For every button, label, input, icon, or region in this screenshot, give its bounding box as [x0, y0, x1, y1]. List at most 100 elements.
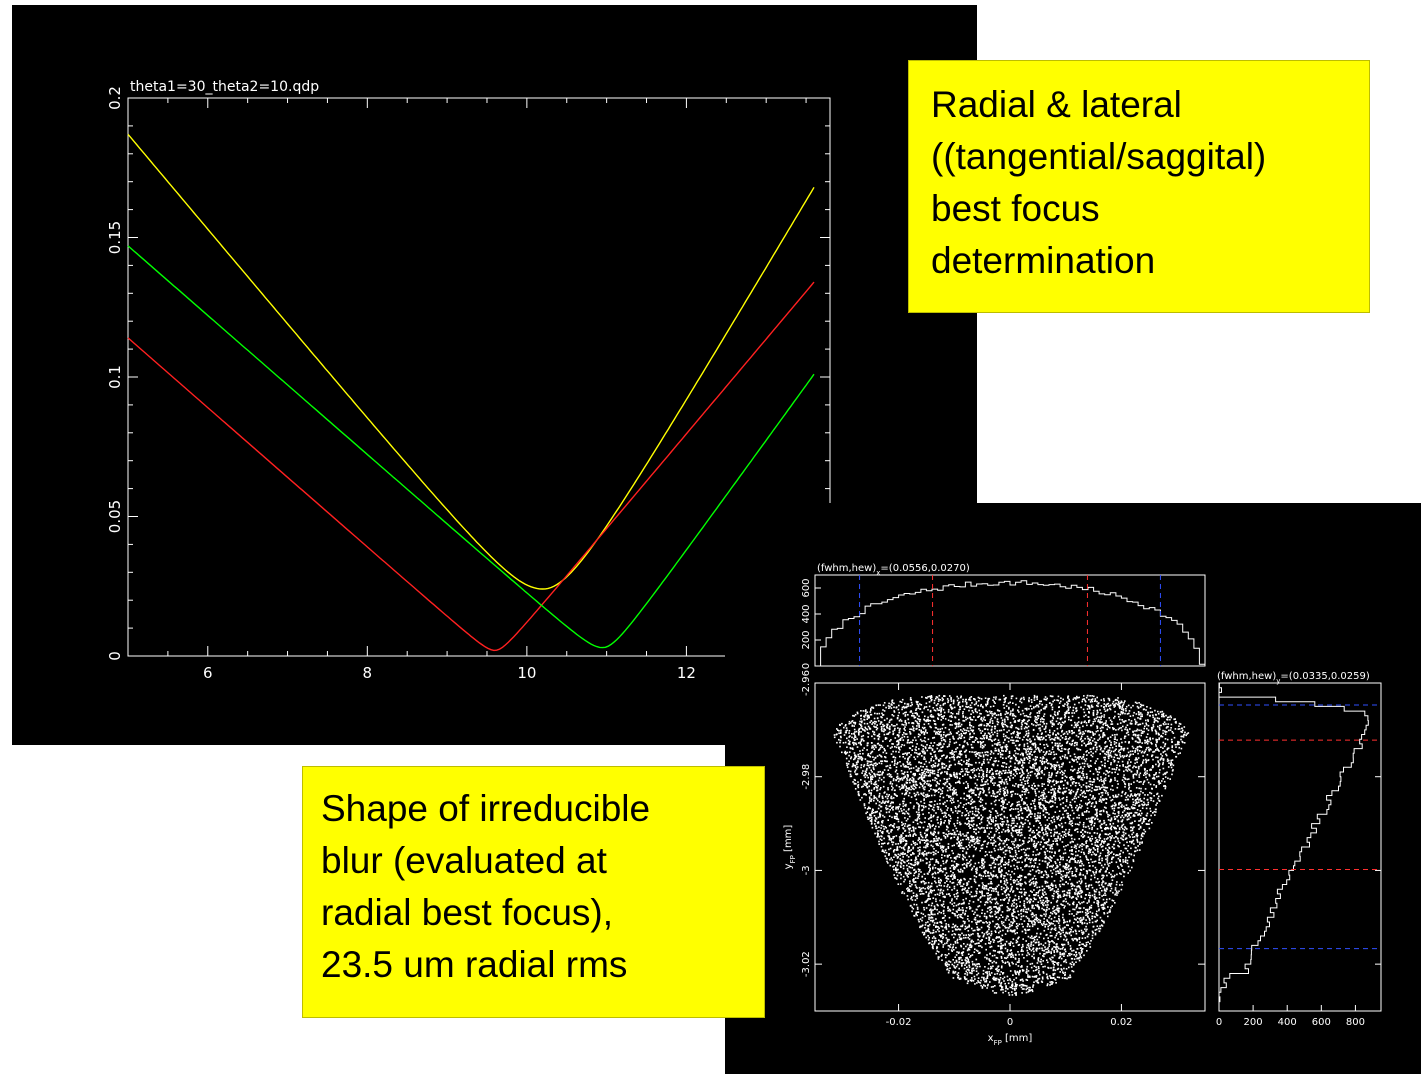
scatter-point — [1054, 955, 1056, 957]
scatter-point — [1063, 870, 1065, 872]
scatter-point — [1072, 909, 1074, 911]
scatter-point — [1047, 937, 1049, 939]
scatter-point — [929, 801, 931, 803]
scatter-point — [1042, 860, 1044, 862]
scatter-point — [872, 707, 874, 709]
scatter-point — [881, 729, 883, 731]
scatter-point — [1053, 869, 1055, 871]
scatter-point — [1139, 750, 1141, 752]
scatter-point — [864, 805, 866, 807]
scatter-point — [1036, 936, 1038, 938]
scatter-point — [1010, 714, 1012, 716]
scatter-point — [945, 805, 947, 807]
scatter-point — [1022, 969, 1024, 971]
scatter-point — [1005, 735, 1007, 737]
scatter-point — [906, 855, 908, 857]
scatter-point — [873, 812, 875, 814]
scatter-point — [953, 937, 955, 939]
scatter-point — [937, 816, 939, 818]
scatter-point — [1099, 746, 1101, 748]
scatter-point — [959, 744, 961, 746]
scatter-point — [1016, 926, 1018, 928]
scatter-point — [848, 761, 850, 763]
scatter-point — [911, 704, 913, 706]
scatter-point — [1107, 726, 1109, 728]
scatter-point — [966, 966, 968, 968]
scatter-point — [1178, 725, 1180, 727]
scatter-point — [932, 764, 934, 766]
scatter-point — [1118, 867, 1120, 869]
scatter-point — [1031, 882, 1033, 884]
scatter-point — [1060, 772, 1062, 774]
scatter-point — [969, 824, 971, 826]
scatter-point — [1081, 772, 1083, 774]
scatter-point — [1042, 960, 1044, 962]
scatter-point — [1048, 887, 1050, 889]
scatter-point — [993, 961, 995, 963]
scatter-point — [989, 901, 991, 903]
scatter-point — [1091, 805, 1093, 807]
scatter-point — [1010, 876, 1012, 878]
scatter-point — [1073, 732, 1075, 734]
scatter-point — [1147, 720, 1149, 722]
scatter-point — [988, 929, 990, 931]
scatter-point — [1120, 756, 1122, 758]
scatter-point — [1000, 899, 1002, 901]
scatter-point — [956, 951, 958, 953]
scatter-point — [980, 815, 982, 817]
scatter-point — [920, 730, 922, 732]
scatter-point — [894, 849, 896, 851]
scatter-point — [888, 707, 890, 709]
scatter-point — [918, 716, 920, 718]
scatter-point — [983, 771, 985, 773]
scatter-point — [1049, 851, 1051, 853]
scatter-point — [1148, 782, 1150, 784]
scatter-point — [852, 725, 854, 727]
scatter-point — [1074, 918, 1076, 920]
scatter-point — [916, 725, 918, 727]
scatter-point — [967, 983, 969, 985]
scatter-point — [955, 717, 957, 719]
scatter-point — [934, 940, 936, 942]
scatter-point — [1051, 940, 1053, 942]
scatter-point — [972, 933, 974, 935]
scatter-point — [875, 747, 877, 749]
scatter-point — [1151, 728, 1153, 730]
scatter-point — [933, 924, 935, 926]
scatter-point — [1001, 951, 1003, 953]
scatter-point — [904, 703, 906, 705]
scatter-point — [998, 969, 1000, 971]
scatter-point — [883, 838, 885, 840]
scatter-point — [1050, 848, 1052, 850]
scatter-point — [909, 782, 911, 784]
scatter-point — [953, 703, 955, 705]
scatter-point — [1048, 900, 1050, 902]
scatter-point — [962, 775, 964, 777]
scatter-point — [1119, 884, 1121, 886]
scatter-point — [1044, 768, 1046, 770]
scatter-point — [998, 750, 1000, 752]
scatter-point — [1158, 713, 1160, 715]
scatter-point — [1118, 815, 1120, 817]
scatter-point — [904, 766, 906, 768]
scatter-point — [1080, 779, 1082, 781]
scatter-point — [921, 744, 923, 746]
scatter-point — [871, 742, 873, 744]
scatter-point — [971, 970, 973, 972]
scatter-point — [986, 770, 988, 772]
scatter-point — [939, 882, 941, 884]
scatter-point — [1030, 870, 1032, 872]
scatter-point — [980, 982, 982, 984]
scatter-point — [1091, 737, 1093, 739]
scatter-point — [948, 831, 950, 833]
scatter-point — [1042, 966, 1044, 968]
scatter-point — [1029, 738, 1031, 740]
scatter-point — [855, 714, 857, 716]
scatter-point — [1155, 757, 1157, 759]
scatter-point — [1005, 831, 1007, 833]
scatter-point — [1079, 862, 1081, 864]
scatter-point — [1033, 729, 1035, 731]
scatter-point — [879, 771, 881, 773]
scatter-point — [1072, 961, 1074, 963]
scatter-point — [1009, 994, 1011, 996]
